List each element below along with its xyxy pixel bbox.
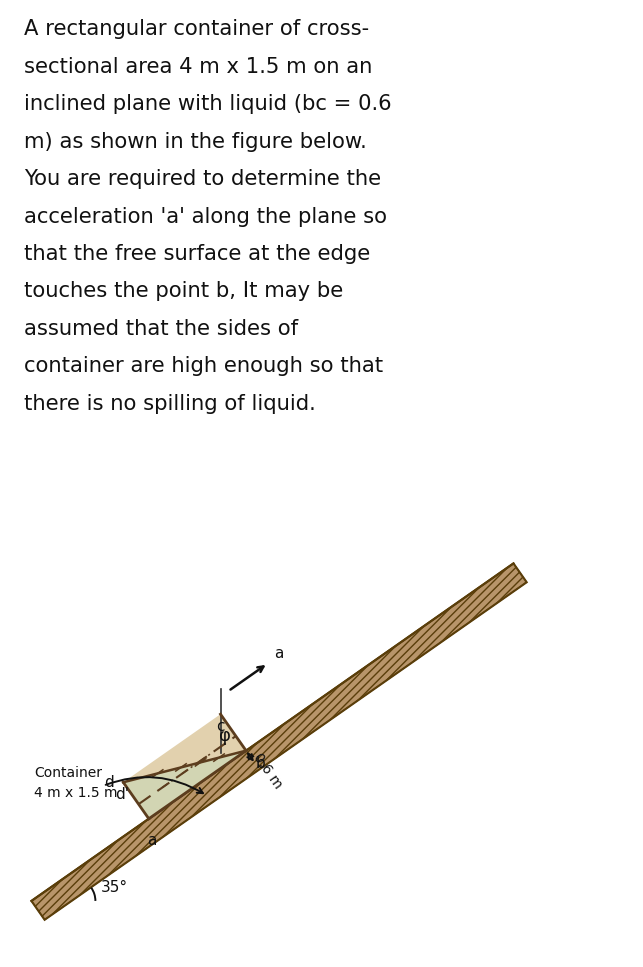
Text: touches the point b, It may be: touches the point b, It may be [24,281,344,302]
Polygon shape [123,715,246,819]
Text: Container
4 m x 1.5 m: Container 4 m x 1.5 m [34,767,118,800]
Text: m) as shown in the figure below.: m) as shown in the figure below. [24,132,367,152]
Polygon shape [32,564,527,920]
Text: inclined plane with liquid (bc = 0.6: inclined plane with liquid (bc = 0.6 [24,94,392,114]
Text: d: d [104,775,114,790]
Text: a: a [274,646,284,660]
Text: c: c [216,718,224,734]
Text: container are high enough so that: container are high enough so that [24,356,384,376]
Text: 35°: 35° [100,880,127,894]
Text: φ: φ [219,727,230,746]
Text: assumed that the sides of: assumed that the sides of [24,319,298,338]
Text: a: a [147,834,156,848]
Text: d': d' [115,786,129,802]
Text: A rectangular container of cross-: A rectangular container of cross- [24,19,370,40]
Text: You are required to determine the: You are required to determine the [24,169,381,190]
Polygon shape [123,750,246,819]
Text: b: b [255,756,265,771]
Text: 0.6 m: 0.6 m [251,750,285,791]
Text: sectional area 4 m x 1.5 m on an: sectional area 4 m x 1.5 m on an [24,57,373,76]
Text: that the free surface at the edge: that the free surface at the edge [24,244,370,264]
Text: acceleration 'a' along the plane so: acceleration 'a' along the plane so [24,207,388,226]
Text: there is no spilling of liquid.: there is no spilling of liquid. [24,394,316,414]
